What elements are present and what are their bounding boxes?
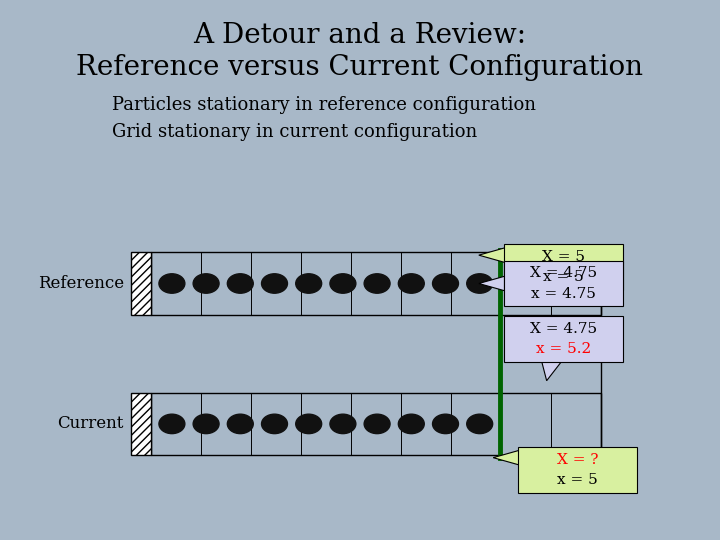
Bar: [131, 253, 151, 314]
Circle shape: [330, 414, 356, 434]
Circle shape: [261, 414, 287, 434]
Circle shape: [364, 274, 390, 293]
Polygon shape: [479, 247, 508, 263]
FancyBboxPatch shape: [504, 261, 623, 306]
Text: X = 4.75: X = 4.75: [530, 322, 597, 336]
Circle shape: [398, 274, 424, 293]
Circle shape: [467, 274, 492, 293]
Circle shape: [228, 274, 253, 293]
Text: Current: Current: [58, 415, 124, 433]
Polygon shape: [541, 359, 563, 381]
Text: x = 5.2: x = 5.2: [536, 342, 591, 356]
Bar: [131, 393, 151, 455]
Text: X = 5: X = 5: [542, 250, 585, 264]
Circle shape: [296, 414, 322, 434]
Bar: [151, 253, 601, 314]
Circle shape: [261, 274, 287, 293]
Circle shape: [398, 414, 424, 434]
Text: Reference: Reference: [37, 275, 124, 292]
FancyBboxPatch shape: [504, 316, 623, 362]
Text: x = 5: x = 5: [543, 271, 584, 285]
Polygon shape: [493, 449, 522, 465]
FancyBboxPatch shape: [518, 447, 637, 492]
Circle shape: [193, 274, 219, 293]
Text: x = 5: x = 5: [557, 473, 598, 487]
Text: A Detour and a Review:: A Detour and a Review:: [194, 22, 526, 49]
Circle shape: [159, 274, 185, 293]
Text: X = 4.75: X = 4.75: [530, 266, 597, 280]
Circle shape: [467, 414, 492, 434]
Circle shape: [330, 274, 356, 293]
Text: Grid stationary in current configuration: Grid stationary in current configuration: [112, 123, 477, 141]
Circle shape: [296, 274, 322, 293]
Circle shape: [364, 414, 390, 434]
Text: Reference versus Current Configuration: Reference versus Current Configuration: [76, 54, 644, 81]
Circle shape: [433, 414, 459, 434]
Text: Particles stationary in reference configuration: Particles stationary in reference config…: [112, 96, 536, 114]
Circle shape: [159, 414, 185, 434]
FancyBboxPatch shape: [504, 244, 623, 291]
Bar: [151, 393, 601, 455]
Polygon shape: [479, 275, 508, 292]
Circle shape: [228, 414, 253, 434]
Circle shape: [193, 414, 219, 434]
Text: X = ?: X = ?: [557, 453, 598, 467]
Circle shape: [433, 274, 459, 293]
Text: x = 4.75: x = 4.75: [531, 287, 596, 301]
